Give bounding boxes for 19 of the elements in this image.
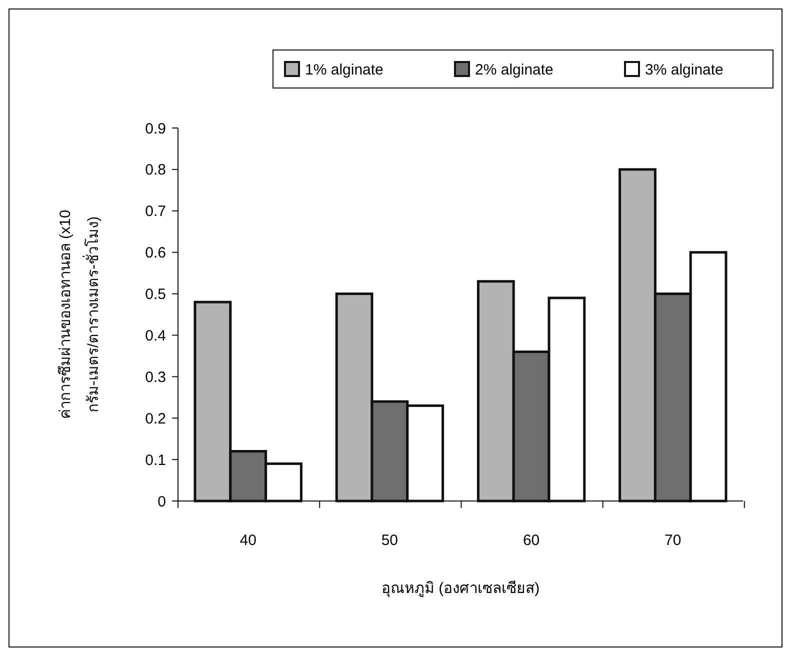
y-tick-label: 0.8 bbox=[145, 162, 166, 179]
y-tick-label: 0.6 bbox=[145, 244, 166, 262]
legend-label: 3% alginate bbox=[645, 61, 724, 78]
y-tick-label: 0.1 bbox=[145, 452, 166, 469]
x-tick-label: 40 bbox=[240, 532, 256, 549]
x-axis-title: อุณหภูมิ (องศาเซลเซียส) bbox=[381, 580, 540, 598]
y-tick-label: 0.4 bbox=[145, 327, 166, 344]
legend-label: 2% alginate bbox=[475, 61, 554, 78]
y-tick-label: 0.9 bbox=[145, 120, 166, 138]
x-tick-label: 70 bbox=[664, 532, 682, 549]
y-tick-label: 0.7 bbox=[145, 203, 166, 220]
y-tick-label: 0.3 bbox=[145, 368, 166, 386]
y-tick-label: 0.5 bbox=[145, 286, 166, 304]
legend-label: 1% alginate bbox=[305, 61, 384, 78]
y-tick-label: 0 bbox=[158, 493, 166, 510]
y-tick-label: 0.2 bbox=[145, 410, 166, 428]
x-tick-label: 60 bbox=[522, 532, 540, 549]
y-axis-title: ค่าการซึมผ่านของเอทานอล (x10 กรัม-เมตร/ตารางเมตร-ชั่วโมง) bbox=[57, 210, 102, 420]
x-tick-label: 50 bbox=[381, 532, 398, 549]
